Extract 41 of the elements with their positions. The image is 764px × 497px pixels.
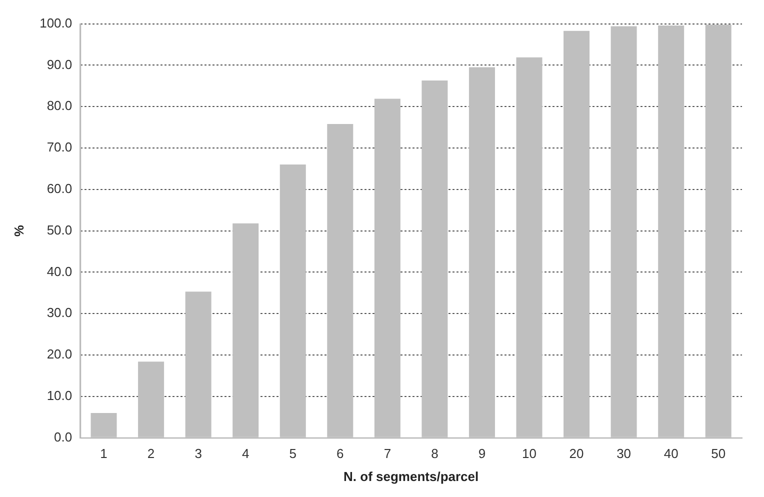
bar	[374, 98, 400, 438]
y-tick-label: 30.0	[46, 305, 72, 320]
x-tick-label: 50	[711, 446, 726, 462]
y-tick-label: 10.0	[46, 388, 72, 403]
x-tick-label: 3	[194, 446, 202, 462]
y-axis-title: %	[11, 224, 26, 237]
y-tick-label: 100.0	[40, 15, 72, 30]
y-tick-label: 60.0	[46, 180, 72, 196]
x-tick-label: 10	[522, 446, 536, 462]
x-tick-label: 2	[147, 446, 155, 462]
bar	[705, 24, 732, 438]
y-tick-label: 50.0	[46, 222, 72, 238]
x-tick-label: 5	[289, 446, 296, 462]
x-tick-label: 7	[384, 446, 392, 462]
x-tick-label: 6	[336, 446, 344, 462]
bar	[564, 30, 590, 438]
bar	[658, 25, 684, 438]
y-tick-label: 40.0	[46, 264, 72, 279]
bar	[232, 223, 259, 438]
y-tick-label: 90.0	[46, 56, 72, 72]
x-tick-label: 8	[431, 446, 438, 462]
x-tick-label: 40	[664, 446, 678, 462]
x-tick-label: 30	[616, 446, 632, 462]
bar	[468, 67, 495, 438]
bar	[185, 292, 212, 438]
bar	[422, 80, 448, 438]
y-tick-label: 0.0	[54, 429, 72, 444]
x-tick-label: 9	[478, 446, 486, 462]
y-tick-label: 70.0	[46, 140, 72, 155]
y-tick-label: 80.0	[46, 98, 72, 114]
bar	[327, 124, 354, 438]
bar	[138, 362, 164, 438]
bar	[516, 57, 542, 438]
bar	[610, 26, 637, 438]
x-axis-title: N. of segments/parcel	[344, 468, 479, 484]
y-tick-label: 20.0	[46, 346, 72, 362]
bar	[280, 164, 306, 438]
x-tick-label: 1	[100, 446, 108, 462]
x-tick-label: 4	[242, 446, 250, 462]
x-tick-label: 20	[569, 446, 584, 462]
bar	[90, 412, 117, 438]
